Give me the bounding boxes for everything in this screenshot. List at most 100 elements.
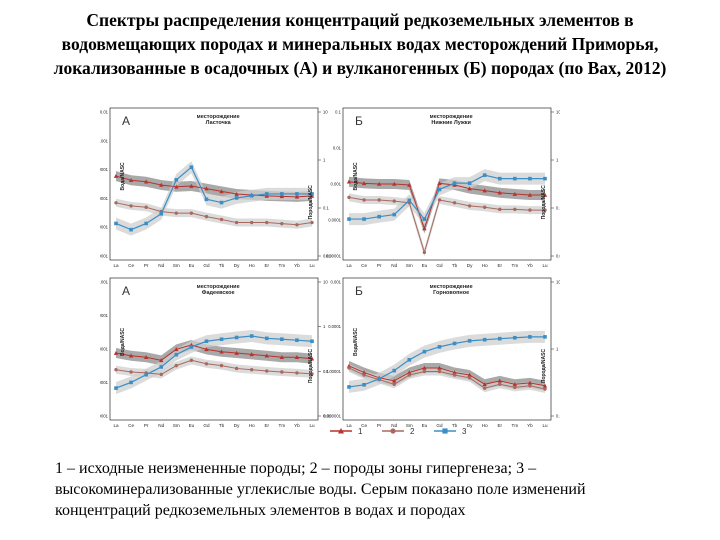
data-point [362, 198, 366, 202]
x-tick-label: Sm [173, 263, 180, 268]
data-point [204, 347, 209, 352]
right-tick-label: 10 [323, 280, 328, 285]
data-point [234, 350, 239, 355]
data-point [189, 358, 194, 363]
right-tick-label: 1 [556, 347, 559, 352]
legend-label: 3 [462, 427, 467, 436]
panel-letter: А [122, 284, 130, 298]
x-tick-label: Tb [219, 263, 225, 268]
data-point [249, 334, 254, 338]
x-tick-label: Dy [467, 423, 473, 428]
data-point [528, 176, 532, 181]
data-point [437, 181, 442, 186]
series-line [115, 202, 313, 226]
left-tick-label: 0.00001 [100, 347, 109, 352]
right-tick-label: 10 [556, 110, 560, 115]
chart-panel: La Ce Pr Nd Sm Eu Gd Tb Dy Ho Er Tm Yb Lu 0.001 0.0001 0… [100, 277, 332, 428]
data-point [204, 214, 209, 219]
data-point [497, 190, 502, 195]
altered-rock-field-band [116, 356, 312, 379]
data-point [346, 179, 352, 184]
data-point [144, 205, 148, 209]
data-point [310, 339, 314, 344]
right-tick-label: 0.01 [556, 254, 560, 259]
x-tick-label: Nd [391, 423, 397, 428]
data-point [309, 356, 315, 361]
data-point [143, 179, 149, 184]
data-point [129, 227, 133, 232]
page-title: Спектры распределения концентраций редко… [10, 8, 710, 80]
data-point [498, 207, 502, 212]
data-point [467, 376, 472, 380]
left-axis-label: Вода/NASC [120, 327, 126, 355]
right-tick-label: 0.01 [323, 254, 332, 259]
data-point [452, 201, 457, 205]
legend-marker [442, 428, 448, 434]
right-tick-label: 0.1 [556, 414, 560, 419]
series-line [115, 344, 313, 361]
series-line [348, 181, 545, 231]
data-point [497, 378, 502, 383]
right-tick-label: 10 [323, 110, 328, 115]
data-point [219, 337, 224, 342]
data-point [422, 365, 427, 370]
data-point [310, 192, 314, 196]
data-point [422, 217, 427, 221]
legend-marker [390, 428, 396, 434]
x-tick-label: Eu [189, 423, 195, 428]
chart-panel: La Ce Pr Nd Sm Eu Gd Tb Dy Ho Er Tm Yb Lu 0.01 0.001 0.0… [100, 107, 332, 268]
x-tick-label: Sm [406, 263, 413, 268]
data-point [362, 373, 366, 377]
x-tick-label: Gd [203, 423, 210, 428]
data-point [189, 183, 194, 188]
x-tick-label: Dy [467, 263, 473, 268]
title-line: водовмещающих породах и минеральных вода… [61, 34, 659, 54]
plot-frame [109, 277, 319, 421]
left-tick-label: 0.0000001 [100, 254, 109, 259]
data-point [295, 192, 299, 196]
right-tick-label: 1 [556, 158, 559, 163]
data-point [377, 376, 381, 381]
data-point [129, 370, 133, 374]
panel-title: Фадеевское [202, 290, 235, 296]
data-point [422, 349, 427, 354]
right-axis-label: Порода/NASC [308, 349, 314, 384]
data-point [234, 196, 239, 200]
data-point [377, 198, 381, 202]
data-point [295, 338, 299, 342]
series-line [348, 196, 545, 255]
left-tick-label: 0.0000001 [100, 414, 109, 419]
right-tick-label: 10 [556, 280, 560, 285]
data-point [174, 178, 179, 182]
left-tick-label: 0.001 [331, 182, 342, 187]
left-tick-label: 0.000001 [100, 225, 109, 230]
data-point [159, 212, 164, 216]
data-point [497, 176, 502, 181]
data-point [392, 212, 397, 217]
x-tick-label: Ho [249, 263, 255, 268]
data-point [422, 226, 427, 231]
data-point [528, 384, 532, 388]
x-tick-label: Er [497, 263, 502, 268]
data-point [543, 208, 547, 212]
ree-spectra-figure: La Ce Pr Nd Sm Eu Gd Tb Dy Ho Er Tm Yb Lu 0.01 0.001 0.0… [100, 100, 560, 440]
data-point [310, 372, 314, 376]
x-tick-label: Eu [422, 423, 428, 428]
x-tick-label: Nd [158, 423, 164, 428]
data-point [407, 198, 412, 203]
x-tick-label: Ce [361, 423, 367, 428]
data-point [543, 176, 547, 181]
data-point [482, 337, 487, 342]
panel-title: Горновопное [433, 290, 469, 296]
data-point [280, 221, 284, 226]
data-point [482, 188, 487, 193]
left-axis-label: Вода/NASC [120, 162, 126, 190]
left-axis-label: Вода/NASC [353, 327, 359, 355]
water-field-band [116, 161, 312, 236]
data-point [347, 385, 351, 389]
series-line [115, 166, 312, 231]
left-tick-label: 0.0001 [328, 218, 341, 223]
left-tick-label: 0.00001 [326, 369, 342, 374]
data-point [362, 382, 366, 387]
data-point [392, 382, 396, 386]
